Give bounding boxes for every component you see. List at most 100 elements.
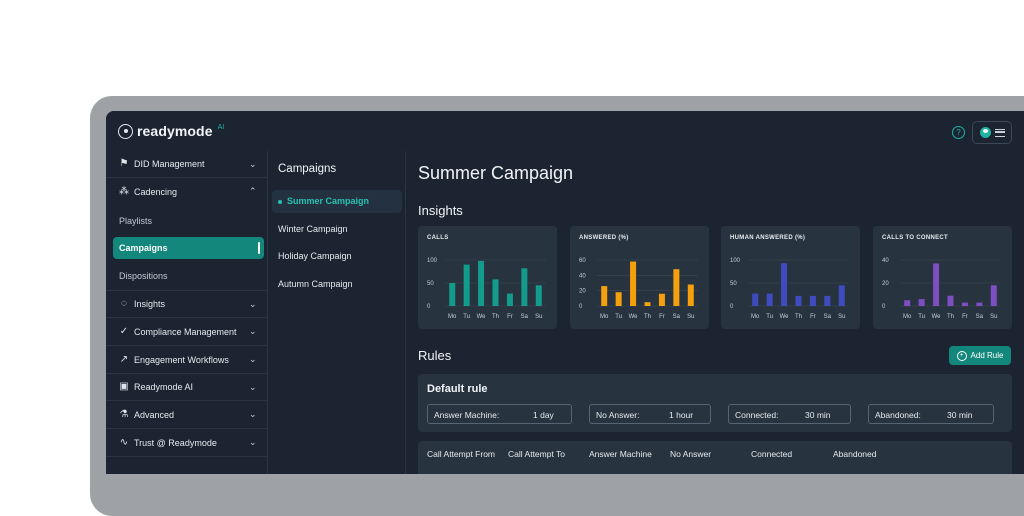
check-circle-icon: ✓ <box>119 325 129 337</box>
chart-card-human-answered: HUMAN ANSWERED (%) 100 50 0 Mo Tu We Th Fr Sa Su <box>721 226 860 329</box>
sidebar-subitem-playlists[interactable]: Playlists <box>119 216 153 226</box>
bar[interactable] <box>752 293 759 306</box>
x-tick-label: Sa <box>673 314 681 320</box>
chart-title: HUMAN ANSWERED (%) <box>730 235 806 241</box>
flag-icon: ⚑ <box>119 158 129 169</box>
bar[interactable] <box>449 283 456 306</box>
chevron-down-icon: ⌄ <box>249 437 257 447</box>
bar[interactable] <box>687 284 694 306</box>
top-bar: readymode AI ? <box>106 111 1024 152</box>
chart-svg: 60 40 20 0 Mo Tu We Th Fr Sa Su <box>579 258 698 320</box>
bar[interactable] <box>535 285 542 306</box>
bar[interactable] <box>766 293 773 306</box>
bar[interactable] <box>990 285 997 306</box>
bar[interactable] <box>506 293 513 306</box>
bar[interactable] <box>601 286 608 306</box>
sidebar-item-label: Advanced <box>134 409 175 420</box>
flask-icon: ⚗ <box>119 408 129 420</box>
x-tick-label: Mo <box>448 314 457 320</box>
bar[interactable] <box>658 293 665 306</box>
app-screen: readymode AI ? ⚑ DID Management ⌄ ⁂ Cade… <box>106 111 1024 474</box>
bar[interactable] <box>615 292 622 306</box>
bar[interactable] <box>463 264 470 306</box>
field-label: Abandoned: <box>875 410 921 420</box>
field-value: 1 day <box>533 410 554 420</box>
campaigns-title: Campaigns <box>278 163 337 175</box>
x-tick-label: Th <box>492 314 499 320</box>
answer-machine-field[interactable]: Answer Machine: 1 day <box>427 404 572 424</box>
logo-mark-icon <box>118 123 133 139</box>
sidebar-subitem-label: Campaigns <box>119 243 168 253</box>
column-header: Call Attempt To <box>508 449 566 459</box>
column-header: No Answer <box>670 449 712 459</box>
x-tick-label: Tu <box>463 314 470 320</box>
add-rule-button[interactable]: + Add Rule <box>949 346 1011 365</box>
campaign-item-holiday[interactable]: Holiday Campaign <box>278 251 352 261</box>
bar[interactable] <box>795 295 802 306</box>
sidebar-item-label: Insights <box>134 299 166 309</box>
campaign-item-summer[interactable]: Summer Campaign <box>272 190 402 213</box>
bar[interactable] <box>630 261 637 306</box>
sidebar: ⚑ DID Management ⌄ ⁂ Cadencing ⌃ Playlis… <box>106 151 268 474</box>
campaign-item-autumn[interactable]: Autumn Campaign <box>278 279 353 289</box>
bar[interactable] <box>918 299 925 306</box>
help-icon[interactable]: ? <box>952 126 965 139</box>
x-tick-label: Mo <box>751 314 760 320</box>
pulse-icon: ∿ <box>119 436 129 448</box>
bar[interactable] <box>947 295 954 306</box>
x-tick-label: Sa <box>824 314 832 320</box>
sidebar-item-engagement-workflows[interactable]: ↗ Engagement Workflows ⌄ <box>106 346 267 374</box>
y-tick-label: 60 <box>579 258 586 264</box>
bar[interactable] <box>933 263 940 306</box>
abandoned-field[interactable]: Abandoned: 30 min <box>868 404 994 424</box>
chart-title: ANSWERED (%) <box>579 235 629 241</box>
bar[interactable] <box>838 285 845 306</box>
sidebar-subitem-dispositions[interactable]: Dispositions <box>119 271 168 281</box>
y-tick-label: 0 <box>730 304 734 310</box>
sidebar-item-label: DID Management <box>134 159 205 169</box>
sidebar-item-compliance-management[interactable]: ✓ Compliance Management ⌄ <box>106 318 267 346</box>
sidebar-item-label: Compliance Management <box>134 326 237 337</box>
bar[interactable] <box>521 268 528 306</box>
x-tick-label: Tu <box>766 314 773 320</box>
bar[interactable] <box>644 302 651 306</box>
bar[interactable] <box>976 302 983 306</box>
robot-icon: ▣ <box>119 381 129 392</box>
bar[interactable] <box>904 300 911 306</box>
chart-svg: 100 50 0 Mo Tu We Th Fr Sa Su <box>427 258 546 320</box>
sidebar-item-trust[interactable]: ∿ Trust @ Readymode ⌄ <box>106 429 267 457</box>
user-menu-button[interactable] <box>972 121 1012 144</box>
sidebar-subitem-campaigns[interactable]: Campaigns <box>113 237 264 259</box>
y-tick-label: 20 <box>882 281 889 287</box>
bar[interactable] <box>781 263 788 306</box>
sidebar-item-readymode-ai[interactable]: ▣ Readymode AI ⌄ <box>106 374 267 401</box>
y-tick-label: 0 <box>882 304 886 310</box>
x-tick-label: We <box>629 314 639 320</box>
x-tick-label: Fr <box>810 314 816 320</box>
rules-table-header: Call Attempt From Call Attempt To Answer… <box>418 441 1012 474</box>
connected-field[interactable]: Connected: 30 min <box>728 404 851 424</box>
menu-icon <box>994 128 1005 137</box>
no-answer-field[interactable]: No Answer: 1 hour <box>589 404 711 424</box>
sidebar-item-insights[interactable]: ◌ Insights ⌄ <box>106 290 267 318</box>
y-tick-label: 20 <box>579 289 586 295</box>
chevron-down-icon: ⌄ <box>249 326 257 336</box>
x-tick-label: Fr <box>962 314 968 320</box>
logo[interactable]: readymode AI <box>118 123 224 139</box>
chevron-down-icon: ⌄ <box>249 158 257 169</box>
x-tick-label: Tu <box>615 314 622 320</box>
sidebar-item-cadencing[interactable]: ⁂ Cadencing ⌃ <box>106 178 267 205</box>
field-label: Answer Machine: <box>434 410 500 420</box>
bar[interactable] <box>673 269 680 306</box>
campaign-item-winter[interactable]: Winter Campaign <box>278 224 348 234</box>
sidebar-item-did-management[interactable]: ⚑ DID Management ⌄ <box>106 151 267 178</box>
rules-title: Rules <box>418 348 452 363</box>
bar[interactable] <box>824 295 831 306</box>
sidebar-item-advanced[interactable]: ⚗ Advanced ⌄ <box>106 401 267 429</box>
bar[interactable] <box>809 295 816 306</box>
x-tick-label: Fr <box>507 314 513 320</box>
bar[interactable] <box>492 279 499 306</box>
chart-card-answered: ANSWERED (%) 60 40 20 0 Mo Tu We Th Fr Sa Su <box>570 226 709 329</box>
bar[interactable] <box>961 302 968 306</box>
bar[interactable] <box>478 260 485 306</box>
